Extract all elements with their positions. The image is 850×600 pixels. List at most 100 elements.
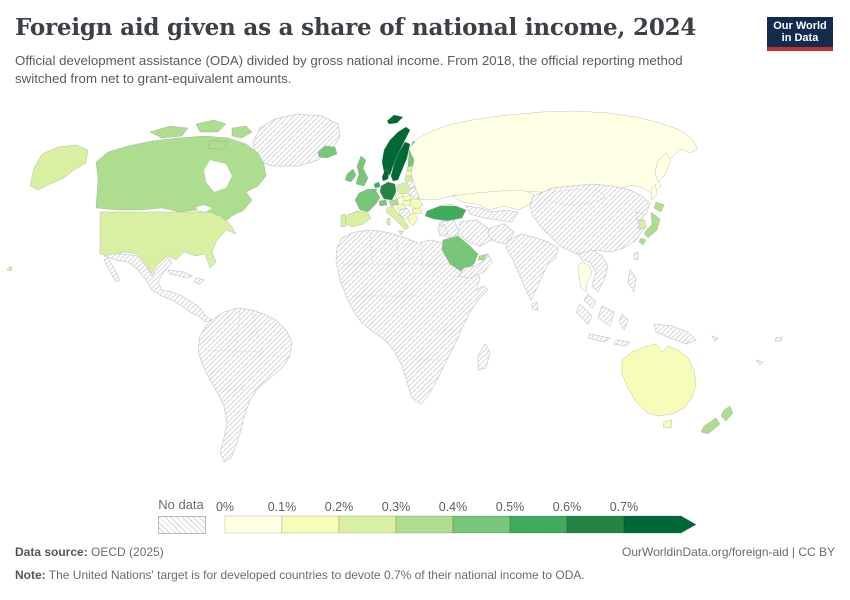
country-se-asia[interactable] xyxy=(577,249,609,293)
country-denmark[interactable] xyxy=(381,169,390,182)
owid-logo[interactable]: Our World in Data xyxy=(767,17,833,51)
country-taiwan[interactable] xyxy=(633,251,639,261)
country-baja[interactable] xyxy=(103,257,121,283)
country-indonesia-sumatra[interactable] xyxy=(575,303,593,325)
page-title: Foreign aid given as a share of national… xyxy=(15,14,697,41)
country-france[interactable] xyxy=(354,188,381,213)
country-germany[interactable] xyxy=(379,181,397,201)
country-malay-peninsula[interactable] xyxy=(583,293,597,309)
world-map xyxy=(6,110,783,463)
legend-bin-0.6-0.7%[interactable] xyxy=(566,515,625,534)
country-borders-south-america xyxy=(204,309,263,391)
country-greece[interactable] xyxy=(407,212,419,227)
legend-tick-label: 0.5% xyxy=(496,500,525,514)
country-china-mongolia[interactable] xyxy=(529,183,651,257)
country-central-asia[interactable] xyxy=(465,205,519,223)
country-iceland[interactable] xyxy=(317,145,338,159)
country-new-zealand-north[interactable] xyxy=(720,405,734,422)
country-czechia[interactable] xyxy=(394,192,405,200)
country-spain[interactable] xyxy=(343,210,372,228)
world-map-container xyxy=(0,104,850,496)
country-svalbard[interactable] xyxy=(386,114,404,125)
legend-bin-0.7%+[interactable] xyxy=(623,515,697,534)
country-united-kingdom[interactable] xyxy=(355,155,369,187)
owid-logo-line2: in Data xyxy=(781,32,819,44)
legend-tick-label: 0.4% xyxy=(439,500,468,514)
country-australia[interactable] xyxy=(621,343,697,417)
country-russia[interactable] xyxy=(408,110,699,201)
country-thailand[interactable] xyxy=(577,261,593,293)
country-bulgaria[interactable] xyxy=(411,207,423,215)
country-cuba[interactable] xyxy=(167,269,193,279)
country-indonesia-lesser-sunda[interactable] xyxy=(613,339,631,347)
country-iran[interactable] xyxy=(457,219,493,247)
owid-logo-line1: Our World xyxy=(773,19,827,32)
country-sri-lanka[interactable] xyxy=(531,301,539,311)
country-indonesia-sulawesi[interactable] xyxy=(618,313,629,331)
country-italy-sicily[interactable] xyxy=(397,230,405,236)
country-canada-arctic-3[interactable] xyxy=(231,125,253,139)
country-new-guinea[interactable] xyxy=(653,323,697,345)
country-netherlands[interactable] xyxy=(373,181,381,189)
legend-no-data-swatch[interactable] xyxy=(158,516,206,534)
country-jordan-israel[interactable] xyxy=(437,223,449,237)
country-canada-arctic-1[interactable] xyxy=(149,125,189,139)
country-ireland[interactable] xyxy=(344,168,357,183)
footer-source-row: Data source: OECD (2025) OurWorldinData.… xyxy=(15,545,835,559)
country-north-korea[interactable] xyxy=(635,211,644,221)
chart-subtitle: Official development assistance (ODA) di… xyxy=(15,53,683,87)
country-south-america[interactable] xyxy=(197,307,293,463)
country-canada-arctic-2[interactable] xyxy=(195,119,227,133)
legend-bin-0.5-0.6%[interactable] xyxy=(509,515,568,534)
country-philippines[interactable] xyxy=(627,269,637,294)
legend-tick-label: 0% xyxy=(216,500,234,514)
country-sweden[interactable] xyxy=(390,141,411,182)
country-pacific-new-caledonia[interactable] xyxy=(755,359,764,366)
country-switzerland[interactable] xyxy=(378,199,388,207)
legend-bin-0.1-0.2%[interactable] xyxy=(281,515,340,534)
hudson-bay xyxy=(203,159,233,193)
country-new-zealand-south[interactable] xyxy=(700,417,721,435)
legend-bin-0-0.1%[interactable] xyxy=(224,515,283,534)
country-hispaniola[interactable] xyxy=(193,277,205,285)
country-indonesia-java[interactable] xyxy=(587,333,611,343)
country-japan-hokkaido[interactable] xyxy=(653,201,665,213)
country-saudi-arabia[interactable] xyxy=(441,235,479,273)
country-austria[interactable] xyxy=(388,198,400,207)
country-madagascar[interactable] xyxy=(477,343,491,371)
country-oman-yemen[interactable] xyxy=(457,253,493,279)
country-indonesia-borneo[interactable] xyxy=(597,305,615,327)
country-tasmania[interactable] xyxy=(662,419,673,429)
country-india[interactable] xyxy=(505,233,559,301)
country-italy[interactable] xyxy=(385,205,410,231)
legend-bin-0.4-0.5%[interactable] xyxy=(452,515,511,534)
country-russia-sakhalin[interactable] xyxy=(650,183,658,201)
country-portugal[interactable] xyxy=(340,213,347,228)
legend-color-bar-container: 0% 0.1% 0.2% 0.3% 0.4% 0.5% 0.6% 0.7% xyxy=(211,500,703,534)
country-russia-kamchatka[interactable] xyxy=(654,152,672,183)
country-slovakia[interactable] xyxy=(402,194,413,202)
country-mexico-central-america[interactable] xyxy=(102,253,213,323)
country-lithuania[interactable] xyxy=(404,175,413,182)
country-borders-mongolia xyxy=(543,188,607,206)
country-canada-arctic-4[interactable] xyxy=(207,139,229,151)
country-romania[interactable] xyxy=(409,198,424,210)
country-usa-alaska[interactable] xyxy=(29,144,89,191)
country-italy-sardinia[interactable] xyxy=(386,217,391,226)
country-japan-kyushu[interactable] xyxy=(638,237,647,246)
country-pacific-fiji[interactable] xyxy=(774,336,783,342)
country-turkey[interactable] xyxy=(424,205,467,222)
country-norway[interactable] xyxy=(381,126,411,176)
country-usa[interactable] xyxy=(99,211,237,275)
country-pacific-solomon[interactable] xyxy=(711,335,719,342)
country-usa-hawaii[interactable] xyxy=(6,266,13,272)
owid-link[interactable]: OurWorldinData.org/foreign-aid | CC BY xyxy=(622,545,835,559)
legend-bin-0.2-0.3%[interactable] xyxy=(338,515,397,534)
country-canada[interactable] xyxy=(95,135,267,225)
country-africa[interactable] xyxy=(335,229,489,405)
legend-bin-0.3-0.4%[interactable] xyxy=(395,515,454,534)
country-japan-honshu[interactable] xyxy=(643,211,661,239)
country-south-korea[interactable] xyxy=(637,219,647,230)
country-balkans[interactable] xyxy=(398,207,412,220)
country-kazakhstan[interactable] xyxy=(451,189,535,211)
